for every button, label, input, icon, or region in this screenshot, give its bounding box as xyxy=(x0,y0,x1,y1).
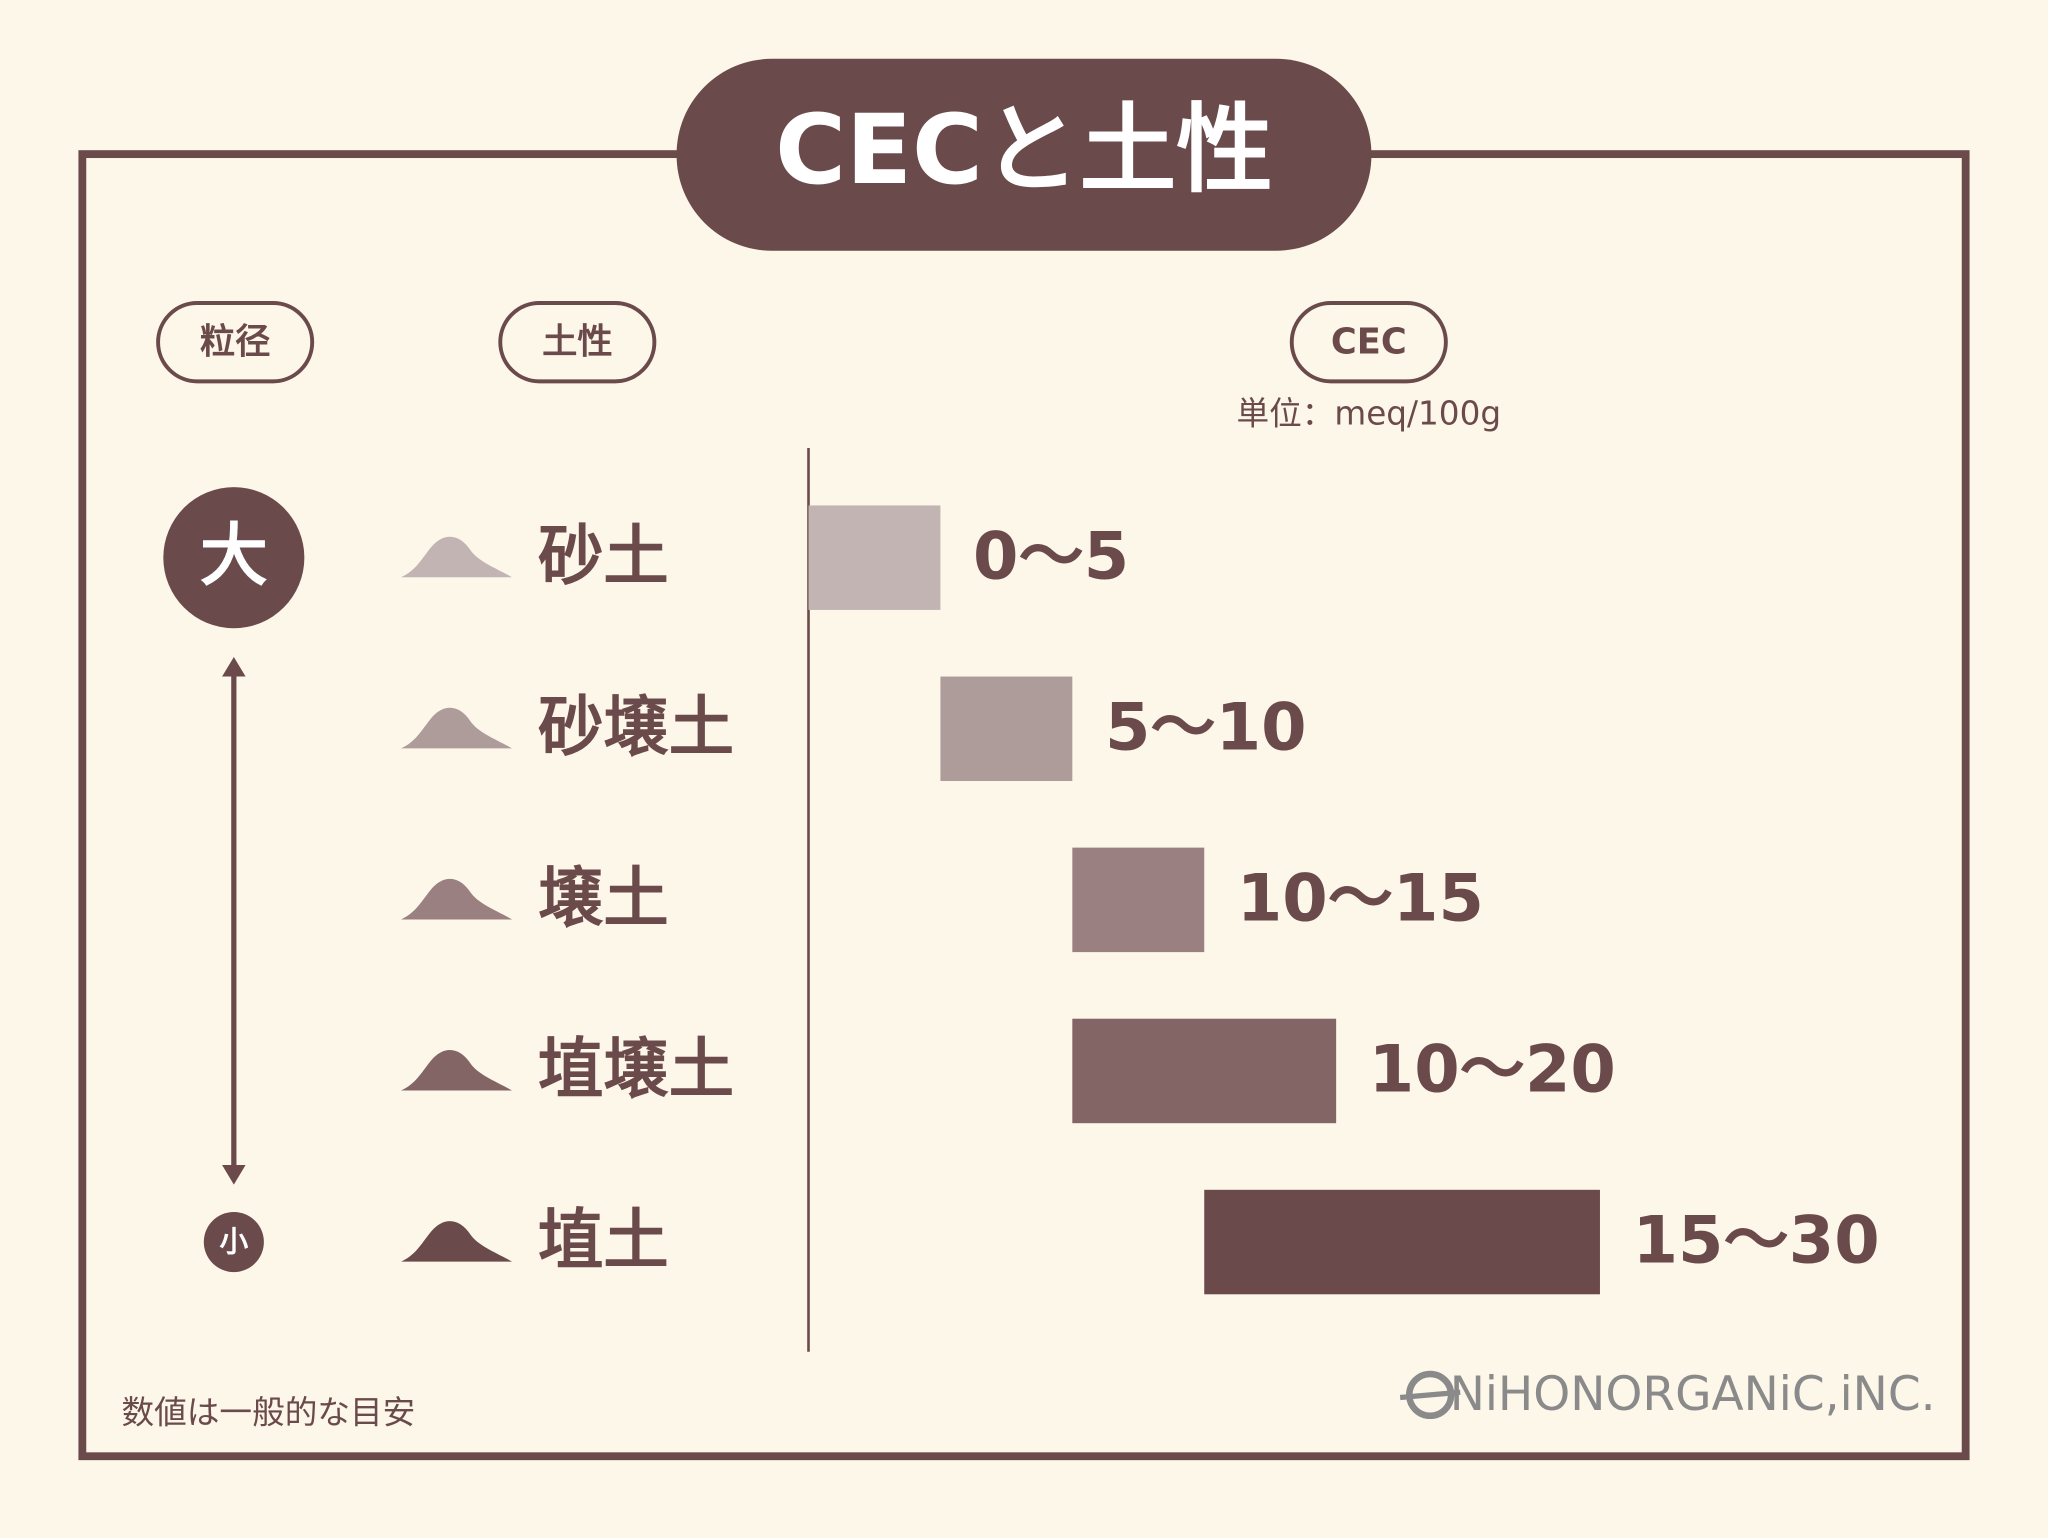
brand-logo xyxy=(1399,1370,1461,1420)
column-header: CEC xyxy=(1331,321,1407,362)
header-pill xyxy=(498,301,657,384)
size-badge xyxy=(203,1212,264,1273)
category-label: 砂土 xyxy=(538,518,669,594)
value-label: 10〜20 xyxy=(1369,1032,1616,1108)
soil-icon xyxy=(401,536,513,578)
rows: 砂土 0〜5 砂壌土 5〜10 壌土 10〜15 埴壌土 10〜20 埴土 15〜30 xyxy=(401,505,1880,1295)
value-label: 5〜10 xyxy=(1105,689,1307,765)
category-label: 壌土 xyxy=(538,861,669,937)
bar xyxy=(808,505,941,610)
bar xyxy=(940,676,1073,782)
brand: NiHONORGANiC,iNC. xyxy=(1450,1367,1936,1422)
logo-mark xyxy=(1399,1389,1461,1401)
size-label: 小 xyxy=(219,1224,248,1258)
chart-title: CECと土性 xyxy=(775,93,1273,206)
bar xyxy=(1204,1189,1600,1295)
header-pill xyxy=(156,301,315,384)
soil-icon xyxy=(401,878,513,920)
note: 数値は一般的な目安 xyxy=(122,1393,416,1431)
column-header: 粒径 xyxy=(200,321,271,362)
size-badge xyxy=(163,487,305,629)
category-label: 砂壌土 xyxy=(538,689,734,765)
column-header: 土性 xyxy=(542,321,613,362)
value-label: 10〜15 xyxy=(1237,861,1484,937)
category-label: 埴壌土 xyxy=(538,1032,734,1108)
soil-icon xyxy=(401,1049,513,1091)
bar xyxy=(1072,847,1205,953)
unit-label: 単位：meq/100g xyxy=(1237,394,1502,432)
soil-icon xyxy=(401,707,513,749)
size-label: 大 xyxy=(200,517,268,596)
soil-icon xyxy=(401,1221,513,1262)
category-label: 埴土 xyxy=(538,1203,669,1279)
title-pill xyxy=(676,58,1372,251)
bar xyxy=(1072,1018,1337,1124)
header-pill xyxy=(1289,301,1448,384)
value-label: 15〜30 xyxy=(1633,1203,1880,1279)
value-label: 0〜5 xyxy=(973,518,1129,594)
